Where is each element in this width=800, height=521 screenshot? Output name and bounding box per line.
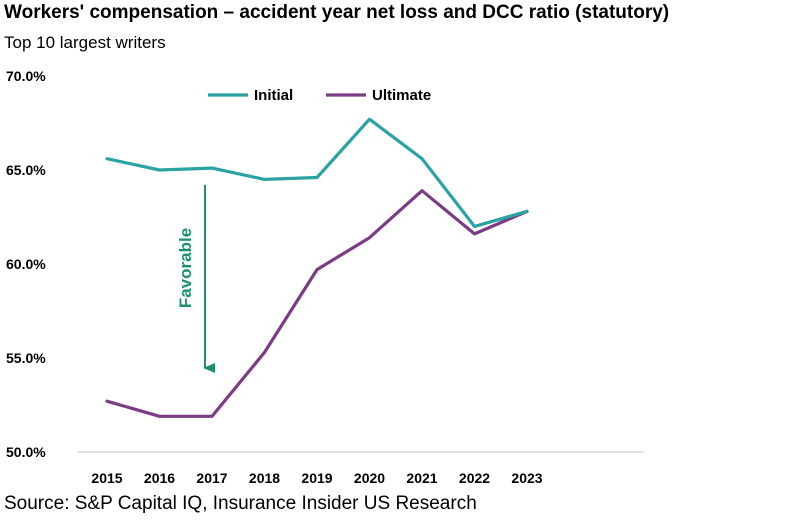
x-tick-label: 2019 — [301, 470, 332, 486]
chart-title: Workers' compensation – accident year ne… — [4, 2, 670, 23]
x-tick-label: 2016 — [144, 470, 175, 486]
chart-subtitle: Top 10 largest writers — [4, 33, 166, 52]
series-line-initial — [105, 117, 529, 228]
line-chart: 50.0% 55.0% 60.0% 65.0% 70.0% 2015 2016 2017 20… — [6, 68, 644, 486]
y-tick-label: 70.0% — [6, 68, 46, 84]
y-tick-label: 60.0% — [6, 256, 46, 272]
y-tick-label: 65.0% — [6, 162, 46, 178]
legend-label-ultimate: Ultimate — [372, 87, 431, 104]
x-tick-label: 2022 — [459, 470, 490, 486]
chart-source: Source: S&P Capital IQ, Insurance Inside… — [4, 493, 477, 514]
x-tick-label: 2020 — [354, 470, 385, 486]
x-tick-label: 2015 — [91, 470, 122, 486]
x-tick-label: 2017 — [196, 470, 227, 486]
series-line-ultimate — [105, 189, 529, 418]
y-tick-label: 55.0% — [6, 350, 46, 366]
x-tick-label: 2023 — [511, 470, 542, 486]
legend-label-initial: Initial — [254, 87, 293, 104]
x-tick-label: 2018 — [249, 470, 280, 486]
y-tick-label: 50.0% — [6, 444, 46, 460]
x-tick-label: 2021 — [406, 470, 437, 486]
favorable-label: Favorable — [176, 228, 195, 308]
